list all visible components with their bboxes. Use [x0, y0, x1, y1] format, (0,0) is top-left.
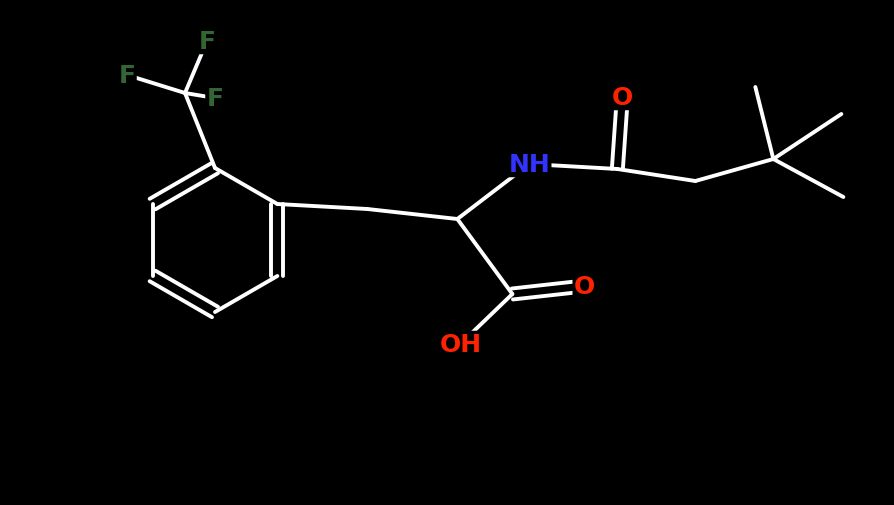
Text: F: F [118, 64, 135, 88]
Text: F: F [198, 30, 215, 54]
Text: F: F [207, 87, 224, 111]
Text: OH: OH [439, 332, 481, 357]
Text: O: O [611, 86, 632, 110]
Text: O: O [573, 274, 595, 298]
Text: NH: NH [508, 153, 550, 177]
